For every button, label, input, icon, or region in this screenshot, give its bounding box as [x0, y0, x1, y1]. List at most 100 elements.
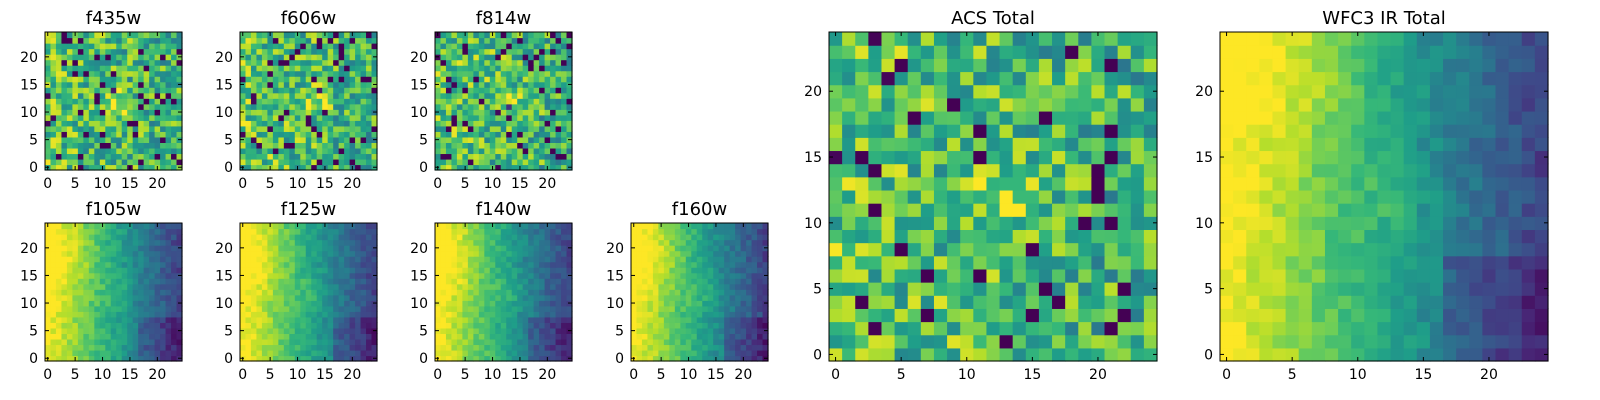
heatmap-cell	[757, 267, 764, 274]
heatmap-cell	[435, 344, 442, 351]
heatmap-cell	[440, 54, 447, 61]
heatmap-cell	[143, 283, 150, 290]
heatmap-cell	[333, 65, 340, 72]
heatmap-cell	[143, 267, 150, 274]
heatmap-cell	[462, 142, 469, 149]
heatmap-cell	[66, 54, 73, 61]
heatmap-cell	[467, 136, 474, 143]
heatmap-cell	[50, 120, 57, 127]
heatmap-cell	[478, 153, 485, 160]
heatmap-cell	[55, 294, 63, 301]
heatmap-cell	[691, 272, 698, 279]
heatmap-cell	[371, 32, 378, 39]
heatmap-cell	[371, 305, 378, 312]
heatmap-cell	[154, 239, 161, 246]
heatmap-cell	[366, 153, 373, 160]
heatmap-cell	[289, 153, 296, 160]
heatmap-cell	[868, 242, 883, 257]
heatmap-cell	[960, 347, 974, 362]
heatmap-cell	[751, 289, 758, 296]
heatmap-cell	[740, 267, 747, 274]
heatmap-cell	[88, 322, 95, 329]
heatmap-cell	[757, 283, 764, 290]
heatmap-cell	[539, 316, 546, 323]
heatmap-cell	[338, 278, 345, 285]
heatmap-cell	[1025, 282, 1040, 296]
heatmap-cell	[495, 355, 502, 362]
heatmap-cell	[713, 327, 720, 334]
heatmap-cell	[762, 349, 769, 357]
heatmap-cell	[55, 103, 63, 110]
heatmap-cell	[528, 125, 535, 132]
heatmap-cell	[544, 228, 551, 235]
heatmap-cell	[467, 239, 474, 246]
heatmap-cell	[83, 59, 90, 66]
heatmap-cell	[647, 355, 654, 362]
heatmap-cell	[933, 189, 948, 204]
heatmap-cell	[305, 245, 312, 252]
heatmap-cell	[149, 267, 156, 274]
heatmap-cell	[300, 120, 307, 127]
heatmap-cell	[300, 158, 307, 166]
heatmap-cell	[366, 142, 373, 149]
heatmap-cell	[94, 272, 101, 279]
heatmap-cell	[555, 234, 562, 241]
heatmap-cell	[1012, 308, 1027, 323]
heatmap-cell	[349, 300, 356, 307]
heatmap-cell	[94, 261, 101, 268]
heatmap-cell	[522, 37, 529, 44]
heatmap-cell	[121, 147, 128, 155]
heatmap-cell	[371, 153, 378, 160]
heatmap-cell	[327, 136, 334, 143]
heatmap-cell	[316, 305, 323, 312]
heatmap-cell	[360, 54, 367, 61]
heatmap-cell	[305, 272, 312, 279]
heatmap-cell	[495, 59, 502, 66]
heatmap-cell	[294, 311, 301, 318]
heatmap-cell	[511, 300, 518, 307]
heatmap-cell	[116, 234, 123, 241]
heatmap-cell	[50, 294, 57, 301]
heatmap-cell	[544, 131, 551, 138]
heatmap-cell	[478, 142, 485, 149]
heatmap-cell	[478, 164, 485, 171]
heatmap-cell	[176, 70, 183, 77]
heatmap-cell	[462, 349, 469, 357]
heatmap-cell	[160, 305, 167, 312]
heatmap-cell	[110, 272, 117, 279]
heatmap-cell	[555, 120, 562, 127]
heatmap-cell	[327, 65, 334, 72]
heatmap-cell	[462, 37, 469, 44]
heatmap-cell	[652, 272, 659, 279]
heatmap-cell	[506, 272, 513, 279]
heatmap-cell	[561, 278, 568, 285]
heatmap-cell	[868, 334, 883, 349]
heatmap-cell	[311, 32, 318, 39]
heatmap-cell	[907, 150, 922, 165]
heatmap-cell	[680, 234, 687, 241]
heatmap-cell	[45, 228, 52, 235]
heatmap-cell	[344, 327, 351, 334]
heatmap-cell	[685, 311, 692, 318]
heatmap-cell	[489, 305, 496, 312]
heatmap-cell	[829, 229, 843, 244]
heatmap-cell	[456, 59, 463, 66]
heatmap-cell	[283, 131, 290, 138]
heatmap-cell	[110, 283, 117, 290]
heatmap-cell	[371, 48, 378, 55]
heatmap-cell	[489, 322, 496, 329]
heatmap-cell	[663, 349, 670, 357]
heatmap-cell	[88, 32, 95, 39]
heatmap-cell	[960, 242, 974, 257]
heatmap-cell	[55, 300, 63, 307]
heatmap-cell	[327, 70, 334, 77]
heatmap-cell	[143, 289, 150, 296]
heatmap-cell	[757, 223, 764, 230]
heatmap-cell	[1117, 176, 1132, 191]
heatmap-cell	[724, 245, 731, 252]
heatmap-cell	[121, 109, 128, 116]
heatmap-cell	[1078, 308, 1092, 323]
heatmap-cell	[533, 228, 540, 235]
heatmap-cell	[360, 294, 367, 301]
heatmap-cell	[294, 76, 301, 83]
